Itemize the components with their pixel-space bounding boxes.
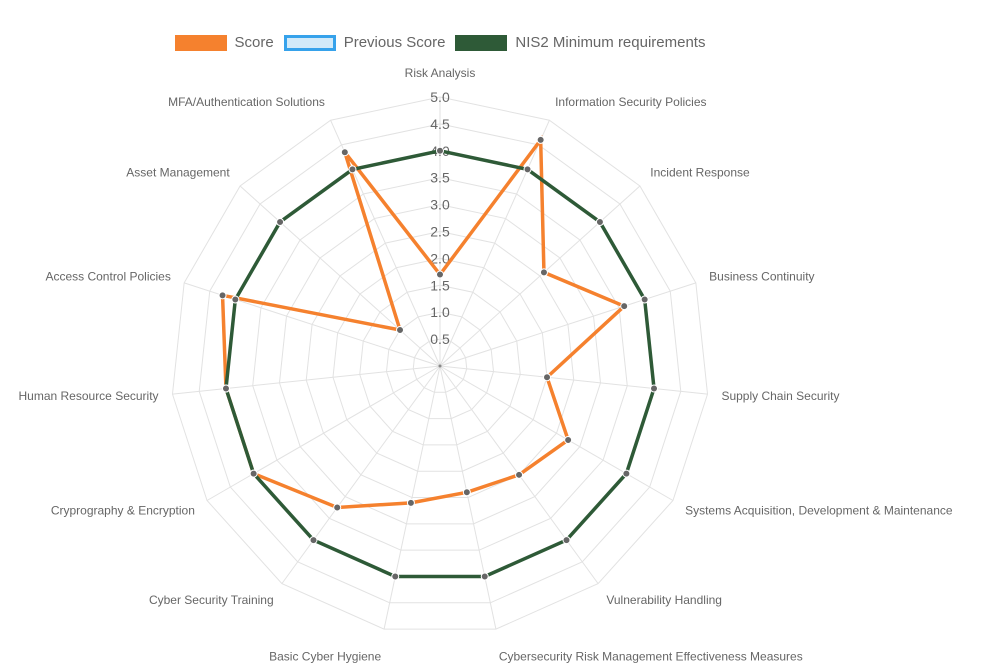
data-point[interactable] xyxy=(348,165,357,174)
data-point[interactable] xyxy=(406,498,415,507)
legend-item-previous-score[interactable]: Previous Score xyxy=(283,34,446,51)
radial-tick-label: 0.5 xyxy=(430,331,450,347)
grid-spoke xyxy=(439,365,497,630)
data-point[interactable] xyxy=(536,135,545,144)
data-point[interactable] xyxy=(276,218,285,227)
data-point[interactable] xyxy=(391,572,400,581)
grid-spoke xyxy=(439,365,674,501)
legend-label: NIS2 Minimum requirements xyxy=(515,34,706,51)
data-point[interactable] xyxy=(309,536,318,545)
radial-tick-label: 3.0 xyxy=(430,197,450,213)
data-point[interactable] xyxy=(515,470,524,479)
data-point[interactable] xyxy=(562,536,571,545)
data-point[interactable] xyxy=(640,295,649,304)
data-point[interactable] xyxy=(231,295,240,304)
radial-tick-label: 1.0 xyxy=(430,304,450,320)
radial-tick-label: 2.0 xyxy=(430,250,450,266)
grid-spoke xyxy=(439,120,550,367)
axis-label: Cyber Security Training xyxy=(149,593,274,607)
data-point[interactable] xyxy=(436,270,444,279)
axis-label: Human Resource Security xyxy=(18,389,158,403)
grid-ring xyxy=(332,257,548,472)
grid-ring xyxy=(198,123,682,604)
data-point[interactable] xyxy=(595,218,604,227)
data-series xyxy=(218,134,659,581)
data-point[interactable] xyxy=(539,268,548,277)
radial-tick-label: 3.5 xyxy=(430,170,450,186)
grid-spoke xyxy=(206,365,441,501)
grid-spoke xyxy=(439,282,696,367)
legend-label: Previous Score xyxy=(343,34,446,51)
data-point[interactable] xyxy=(218,291,227,300)
axis-label: Supply Chain Security xyxy=(721,389,839,403)
series-line xyxy=(220,134,628,510)
axis-label: Incident Response xyxy=(650,166,750,180)
grid-spoke xyxy=(239,185,441,367)
radial-tick-label: 4.5 xyxy=(430,116,450,132)
chart-legend: Score Previous Score NIS2 Minimum requir… xyxy=(0,34,880,51)
axis-label: MFA/Authentication Solutions xyxy=(168,95,325,109)
data-point[interactable] xyxy=(622,469,631,478)
data-point[interactable] xyxy=(333,503,342,512)
axis-label: Information Security Policies xyxy=(555,95,706,109)
data-point[interactable] xyxy=(436,146,444,155)
axis-label: Cryprography & Encryption xyxy=(51,504,195,518)
data-point[interactable] xyxy=(480,572,489,581)
data-point[interactable] xyxy=(543,373,552,382)
radial-tick-label: 2.5 xyxy=(430,224,450,240)
grid-ring xyxy=(252,177,628,551)
data-point[interactable] xyxy=(462,488,471,497)
data-point[interactable] xyxy=(564,435,573,444)
legend-label: Score xyxy=(234,34,274,51)
data-point[interactable] xyxy=(221,384,230,393)
grid-ring xyxy=(359,284,521,446)
grid-ring xyxy=(385,311,495,420)
axis-labels: Risk Analysis Information Security Polici… xyxy=(18,66,952,664)
legend-swatch-nis2 xyxy=(455,34,508,51)
data-point[interactable] xyxy=(650,384,659,393)
center-point xyxy=(438,364,442,368)
radial-tick-label: 1.5 xyxy=(430,277,450,293)
grid-ring xyxy=(171,96,709,630)
grid-spoke xyxy=(439,365,708,395)
axis-label: Access Control Policies xyxy=(45,270,170,284)
axis-label: Basic Cyber Hygiene xyxy=(269,650,381,664)
grid-spoke xyxy=(281,365,441,584)
data-point[interactable] xyxy=(249,469,258,478)
grid-spoke xyxy=(439,185,641,367)
legend-item-score[interactable]: Score xyxy=(174,34,274,51)
data-point[interactable] xyxy=(340,148,349,157)
grid-spoke xyxy=(383,365,441,630)
data-point[interactable] xyxy=(396,326,405,335)
axis-label: Risk Analysis xyxy=(405,66,476,80)
data-point[interactable] xyxy=(523,165,532,174)
data-point[interactable] xyxy=(620,302,629,311)
grid-spoke xyxy=(172,365,441,395)
axis-label: Business Continuity xyxy=(709,270,814,284)
axis-label: Asset Management xyxy=(126,166,230,180)
axis-label: Cybersecurity Risk Management Effectiven… xyxy=(499,650,803,664)
radial-ticks: 0.51.01.52.02.53.03.54.04.55.0 xyxy=(430,89,450,347)
legend-swatch-score xyxy=(174,34,227,51)
legend-swatch-previous-score xyxy=(283,34,336,51)
grid-ring xyxy=(412,338,468,393)
axis-label: Vulnerability Handling xyxy=(606,593,722,607)
radial-tick-label: 5.0 xyxy=(430,89,450,105)
series-line xyxy=(224,149,656,579)
legend-item-nis2[interactable]: NIS2 Minimum requirements xyxy=(455,34,705,51)
axis-label: Systems Acquisition, Development & Maint… xyxy=(685,504,953,518)
